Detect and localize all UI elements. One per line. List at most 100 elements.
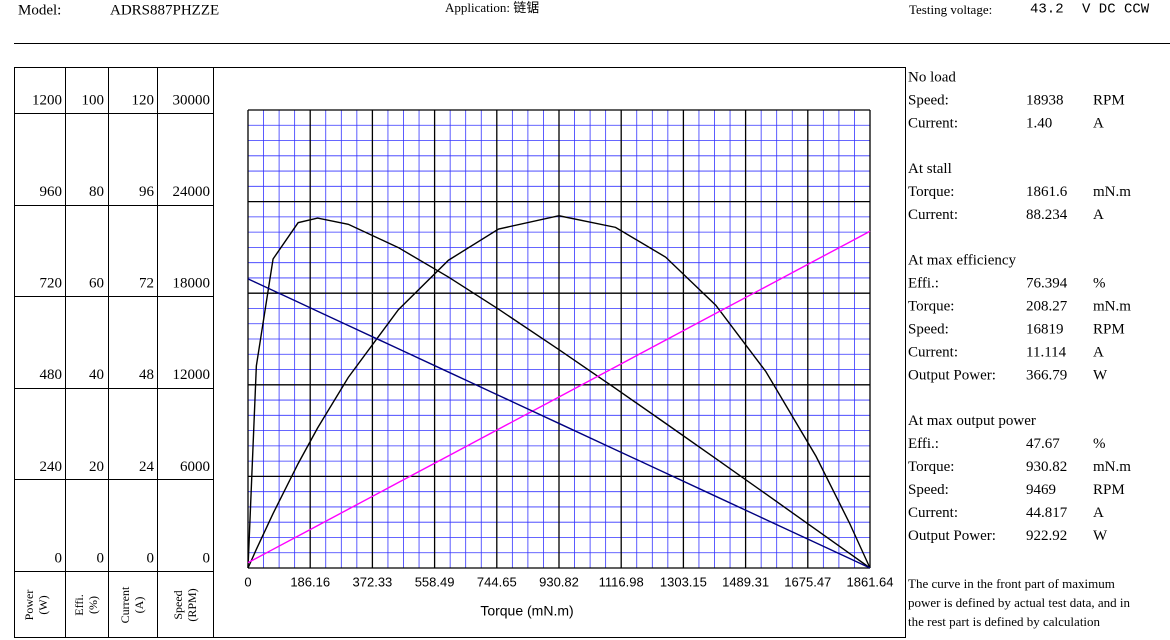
info-value: 88.234 — [1026, 207, 1068, 223]
info-unit: W — [1093, 528, 1108, 544]
axis-title-unit: (%) — [86, 596, 100, 614]
info-label: Speed: — [908, 321, 949, 337]
y-tick-label: 0 — [203, 550, 211, 566]
axis-title-unit: (RPM) — [185, 588, 199, 621]
voltage: 43.2 — [1030, 2, 1064, 18]
y-tick-label: 24000 — [173, 184, 211, 200]
y-tick-label: 48 — [139, 367, 154, 383]
section-title: At max efficiency — [908, 252, 1017, 268]
info-label: Current: — [908, 115, 958, 131]
y-tick-label: 720 — [40, 276, 63, 292]
y-tick-label: 20 — [89, 459, 104, 475]
y-tick-label: 0 — [55, 550, 63, 566]
y-tick-label: 72 — [139, 276, 154, 292]
y-tick-label: 30000 — [173, 92, 211, 108]
axis-title: Speed (RPM) — [171, 588, 199, 621]
y-tick-label: 12000 — [173, 367, 211, 383]
x-tick-label: 744.65 — [477, 574, 517, 589]
info-label: Torque: — [908, 459, 954, 475]
info-unit: RPM — [1093, 321, 1125, 337]
x-tick-label: 1116.98 — [599, 574, 644, 589]
info-value: 366.79 — [1026, 367, 1067, 383]
y-tick-label: 480 — [40, 367, 63, 383]
x-tick-label: 0 — [244, 574, 251, 589]
info-label: Torque: — [908, 184, 954, 200]
section-title: At max output power — [908, 413, 1036, 429]
axis-title-name: Power — [22, 590, 36, 621]
info-label: Torque: — [908, 298, 954, 314]
info-unit: RPM — [1093, 482, 1125, 498]
info-value: 76.394 — [1026, 275, 1068, 291]
info-value: 922.92 — [1026, 528, 1067, 544]
info-unit: A — [1093, 115, 1104, 131]
info-value: 1861.6 — [1026, 184, 1068, 200]
x-tick-label: 1303.15 — [660, 574, 707, 589]
curve — [247, 217, 871, 569]
axis-title: Current (A) — [118, 586, 146, 623]
info-unit: mN.m — [1093, 459, 1131, 475]
info-value: 44.817 — [1026, 505, 1068, 521]
info-label: Current: — [908, 505, 958, 521]
curve — [247, 230, 871, 564]
info-label: Effi.: — [908, 436, 939, 452]
info-unit: % — [1093, 436, 1106, 452]
info-label: Current: — [908, 344, 958, 360]
info-label: Current: — [908, 207, 958, 223]
axis-title-unit: (W) — [36, 595, 50, 614]
info-value: 18938 — [1026, 92, 1064, 108]
application: Application: 链锯 — [445, 0, 539, 15]
axis-title: Power (W) — [22, 590, 50, 621]
x-tick-label: 558.49 — [415, 574, 455, 589]
info-value: 11.114 — [1026, 344, 1067, 360]
x-tick-label: 372.33 — [353, 574, 393, 589]
axis-title-name: Speed — [171, 590, 185, 619]
axis-title-unit: (A) — [132, 597, 146, 614]
y-tick-label: 0 — [97, 550, 105, 566]
x-axis-label: Torque (mN.m) — [480, 603, 573, 619]
axis-title-name: Current — [118, 586, 132, 623]
y-tick-label: 18000 — [173, 276, 211, 292]
y-tick-label: 6000 — [180, 459, 210, 475]
x-tick-label: 1489.31 — [722, 574, 769, 589]
info-value: 208.27 — [1026, 298, 1068, 314]
voltage-label: Testing voltage: — [909, 2, 992, 17]
info-label: Effi.: — [908, 275, 939, 291]
y-tick-label: 120 — [132, 92, 155, 108]
y-tick-label: 80 — [89, 184, 104, 200]
info-label: Output Power: — [908, 367, 996, 383]
info-unit: A — [1093, 505, 1104, 521]
note-line: The curve in the front part of maximum — [908, 576, 1115, 591]
info-unit: A — [1093, 207, 1104, 223]
x-tick-label: 186.16 — [290, 574, 330, 589]
x-tick-label: 1675.47 — [784, 574, 831, 589]
y-tick-label: 40 — [89, 367, 104, 383]
info-unit: RPM — [1093, 92, 1125, 108]
section-title: At stall — [908, 161, 952, 177]
info-unit: mN.m — [1093, 298, 1131, 314]
y-tick-label: 100 — [82, 92, 105, 108]
info-value: 47.67 — [1026, 436, 1060, 452]
info-unit: mN.m — [1093, 184, 1131, 200]
info-label: Speed: — [908, 92, 949, 108]
y-tick-label: 0 — [147, 550, 155, 566]
y-tick-label: 60 — [89, 276, 104, 292]
x-tick-label: 1861.64 — [847, 574, 894, 589]
curve — [247, 215, 871, 569]
info-unit: % — [1093, 275, 1106, 291]
y-tick-label: 24 — [139, 459, 155, 475]
voltage-unit: V DC CCW — [1082, 2, 1150, 18]
model-label: Model: — [18, 2, 61, 18]
model: ADRS887PHZZE — [110, 2, 219, 18]
x-tick-label: 930.82 — [539, 574, 579, 589]
frame — [14, 67, 906, 638]
info-label: Output Power: — [908, 528, 996, 544]
info-label: Speed: — [908, 482, 949, 498]
y-tick-label: 960 — [40, 184, 63, 200]
info-unit: W — [1093, 367, 1108, 383]
note-line: power is defined by actual test data, an… — [908, 595, 1131, 610]
info-value: 9469 — [1026, 482, 1056, 498]
y-tick-label: 240 — [40, 459, 63, 475]
axis-title: Effi. (%) — [72, 594, 100, 615]
